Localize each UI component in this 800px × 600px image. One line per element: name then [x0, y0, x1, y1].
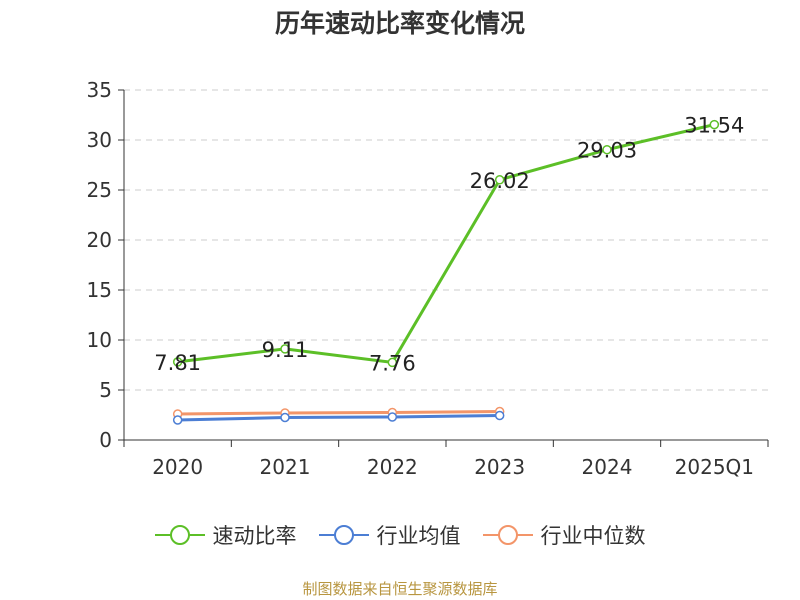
legend-item-quick-ratio[interactable]: 速动比率: [154, 520, 297, 550]
x-tick-label: 2024: [582, 455, 633, 479]
data-point: [602, 144, 612, 155]
x-tick-label: 2023: [474, 455, 525, 479]
y-tick-label: 25: [87, 178, 112, 202]
data-point: [387, 357, 398, 368]
data-label: 9.11: [262, 338, 309, 362]
source-note: 制图数据来自恒生聚源数据库: [302, 580, 498, 598]
y-tick-label: 15: [87, 278, 112, 302]
legend-marker-industry-median-icon: [482, 525, 533, 545]
data-point: [494, 175, 505, 185]
x-tick-label: 2021: [260, 455, 311, 479]
data-label: 7.76: [369, 351, 416, 375]
chart-legend: 速动比率 行业均值 行业中位数: [0, 520, 800, 550]
data-point: [280, 412, 290, 423]
y-tick-label: 30: [87, 128, 112, 152]
data-point: [280, 344, 290, 354]
x-tick-label: 2025Q1: [675, 455, 754, 479]
series-line: [177, 410, 500, 416]
y-tick-label: 20: [87, 228, 112, 252]
x-tick-label: 2022: [367, 455, 418, 479]
data-label: 26.02: [470, 169, 530, 193]
legend-marker-industry-mean-icon: [318, 525, 369, 545]
data-point: [387, 412, 398, 422]
data-label: 7.81: [154, 351, 201, 375]
data-point: [172, 415, 183, 425]
data-label: 29.03: [577, 139, 637, 163]
data-point: [709, 119, 720, 130]
y-tick-label: 35: [87, 78, 112, 102]
legend-item-industry-median[interactable]: 行业中位数: [482, 520, 646, 550]
legend-label-quick-ratio: 速动比率: [212, 524, 297, 548]
y-tick-label: 10: [87, 328, 112, 352]
y-tick-label: 0: [99, 428, 112, 452]
legend-marker-quick-ratio-icon: [154, 525, 205, 545]
data-point: [494, 410, 505, 421]
legend-item-industry-mean[interactable]: 行业均值: [318, 520, 461, 550]
data-label: 31.54: [684, 114, 744, 138]
legend-label-industry-median: 行业中位数: [540, 524, 646, 548]
data-point: [172, 357, 183, 367]
y-tick-label: 5: [99, 378, 112, 402]
legend-label-industry-mean: 行业均值: [376, 524, 461, 548]
series-line: [177, 123, 715, 365]
chart-title: 历年速动比率变化情况: [274, 9, 525, 38]
x-tick-label: 2020: [152, 455, 203, 479]
series-line: [177, 414, 500, 422]
